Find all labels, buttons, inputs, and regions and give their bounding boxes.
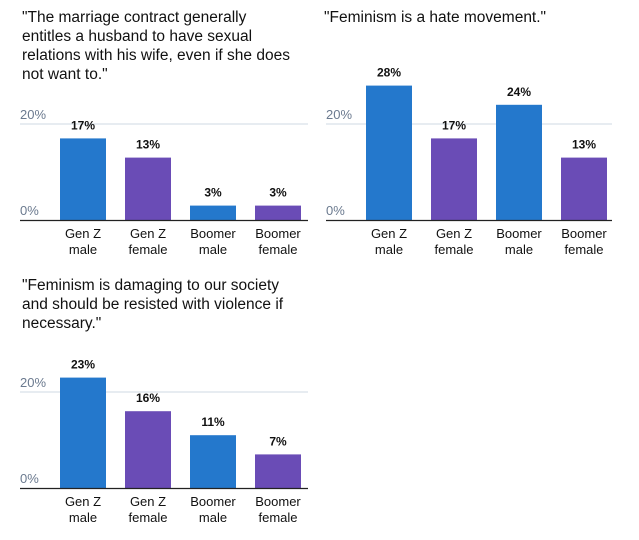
category-label: Boomer female: [255, 226, 301, 257]
bar-gen-z-male: [366, 85, 412, 220]
category-label: Boomer male: [190, 226, 236, 257]
category-label-line: Boomer: [190, 226, 236, 241]
category-label-line: Boomer: [255, 226, 301, 241]
chart-title-line: not want to.": [22, 66, 108, 83]
bar-gen-z-male: [60, 138, 106, 220]
bar-gen-z-female: [125, 157, 171, 220]
value-label: 13%: [572, 138, 596, 152]
chart-title: "Feminism is a hate movement.": [324, 9, 546, 26]
category-label-line: male: [505, 242, 533, 257]
bar-boomer-female: [255, 454, 301, 488]
bar-gen-z-male: [60, 377, 106, 488]
chart-title-line: and should be resisted with violence if: [22, 296, 284, 313]
y-tick-label: 0%: [20, 203, 39, 218]
category-label-line: Gen Z: [371, 226, 407, 241]
chart-title-line: "The marriage contract generally: [22, 9, 247, 26]
category-label-line: male: [69, 242, 97, 257]
category-label-line: female: [128, 242, 167, 257]
value-label: 28%: [377, 66, 401, 80]
value-label: 3%: [204, 186, 222, 200]
bar-gen-z-female: [431, 138, 477, 220]
category-label-line: Gen Z: [130, 494, 166, 509]
value-label: 13%: [136, 138, 160, 152]
category-label-line: Boomer: [190, 494, 236, 509]
category-label-line: Boomer: [496, 226, 542, 241]
bar-boomer-male: [190, 205, 236, 220]
y-tick-label: 0%: [20, 471, 39, 486]
value-label: 11%: [201, 415, 225, 429]
y-tick-label: 20%: [326, 107, 352, 122]
category-label-line: female: [564, 242, 603, 257]
value-label: 17%: [71, 118, 95, 132]
category-label: Boomer male: [190, 494, 236, 525]
chart-panel-3: "Feminism is damaging to our society and …: [20, 277, 308, 525]
value-label: 7%: [269, 434, 287, 448]
category-label-line: Boomer: [561, 226, 607, 241]
chart-title-line: "Feminism is a hate movement.": [324, 9, 546, 26]
category-label-line: Boomer: [255, 494, 301, 509]
value-label: 24%: [507, 85, 531, 99]
chart-title-line: relations with his wife, even if she doe…: [22, 47, 290, 64]
category-label: Boomer male: [496, 226, 542, 257]
value-label: 23%: [71, 358, 95, 372]
category-label-line: Gen Z: [436, 226, 472, 241]
chart-title: "Feminism is damaging to our society and …: [22, 277, 284, 332]
value-label: 17%: [442, 118, 466, 132]
category-label-line: female: [258, 510, 297, 525]
category-label-line: Gen Z: [65, 494, 101, 509]
bar-boomer-male: [496, 104, 542, 220]
chart-title: "The marriage contract generally entitles…: [22, 9, 290, 83]
value-label: 16%: [136, 391, 160, 405]
category-label-line: Gen Z: [130, 226, 166, 241]
category-label-line: male: [69, 510, 97, 525]
bar-boomer-female: [255, 205, 301, 220]
chart-panel-1: "The marriage contract generally entitles…: [20, 9, 308, 257]
category-label-line: male: [375, 242, 403, 257]
bar-boomer-male: [190, 435, 236, 488]
y-tick-label: 20%: [20, 107, 46, 122]
category-label-line: female: [258, 242, 297, 257]
y-tick-label: 0%: [326, 203, 345, 218]
chart-panel-2: "Feminism is a hate movement." 0% 20% 28% Ge…: [324, 9, 612, 257]
chart-title-line: entitles a husband to have sexual: [22, 28, 252, 45]
category-label-line: female: [128, 510, 167, 525]
bar-boomer-female: [561, 157, 607, 220]
category-label-line: female: [434, 242, 473, 257]
bar-gen-z-female: [125, 411, 171, 488]
category-label: Boomer female: [561, 226, 607, 257]
category-label-line: Gen Z: [65, 226, 101, 241]
category-label: Boomer female: [255, 494, 301, 525]
y-tick-label: 20%: [20, 375, 46, 390]
chart-title-line: "Feminism is damaging to our society: [22, 277, 279, 294]
chart-title-line: necessary.": [22, 315, 101, 332]
value-label: 3%: [269, 186, 287, 200]
category-label-line: male: [199, 510, 227, 525]
category-label-line: male: [199, 242, 227, 257]
